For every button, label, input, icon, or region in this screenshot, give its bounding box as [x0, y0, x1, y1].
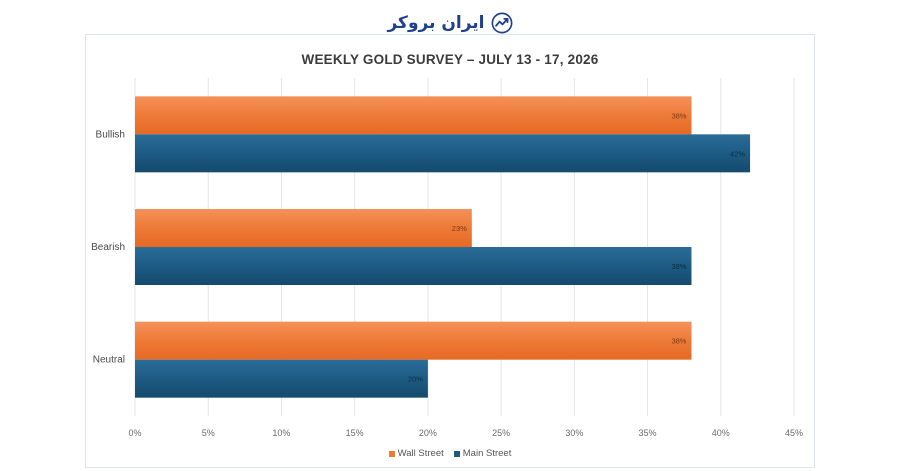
category-label: Neutral: [93, 355, 125, 366]
bar-wall-street: [135, 96, 692, 135]
legend-label-wall-street: Wall Street: [397, 448, 444, 459]
legend-label-main-street: Main Street: [462, 448, 512, 459]
bars: [135, 96, 751, 398]
bar-wall-street: [135, 209, 472, 247]
legend-item-main-street: Main Street: [453, 448, 512, 459]
category-label: Bearish: [91, 242, 125, 253]
labels: 0% 5% 10% 15% 20% 25% 30% 35% 40% 45% Bullish 38% 42…: [91, 111, 803, 438]
data-label: 38%: [671, 262, 686, 271]
bar-main-street: [135, 247, 692, 285]
data-label: 38%: [671, 337, 686, 346]
legend-swatch-wall-street: [388, 450, 395, 457]
data-label: 23%: [452, 224, 467, 233]
x-tick-label: 0%: [128, 428, 141, 438]
x-tick-label: 40%: [712, 428, 730, 438]
data-label: 38%: [671, 111, 686, 120]
legend-swatch-main-street: [453, 450, 460, 457]
brand-logo: ایران بروکر: [380, 8, 520, 38]
legend: Wall Street Main Street: [0, 448, 900, 459]
x-tick-label: 5%: [202, 428, 215, 438]
data-label: 20%: [408, 375, 423, 384]
x-tick-label: 45%: [785, 428, 803, 438]
trend-chart-icon: [491, 12, 512, 34]
x-tick-label: 15%: [346, 428, 364, 438]
category-label: Bullish: [96, 129, 125, 140]
bar-main-street: [135, 134, 751, 173]
bar-main-street: [135, 359, 428, 398]
legend-item-wall-street: Wall Street: [388, 448, 444, 459]
chart-title: WEEKLY GOLD SURVEY – JULY 13 - 17, 2026: [301, 52, 599, 67]
x-tick-label: 10%: [272, 428, 290, 438]
bar-wall-street: [135, 321, 692, 360]
x-tick-label: 20%: [419, 428, 437, 438]
x-tick-label: 30%: [565, 428, 583, 438]
data-label: 42%: [730, 149, 745, 158]
brand-name: ایران بروکر: [387, 13, 485, 33]
x-tick-label: 35%: [639, 428, 657, 438]
x-tick-label: 25%: [492, 428, 510, 438]
